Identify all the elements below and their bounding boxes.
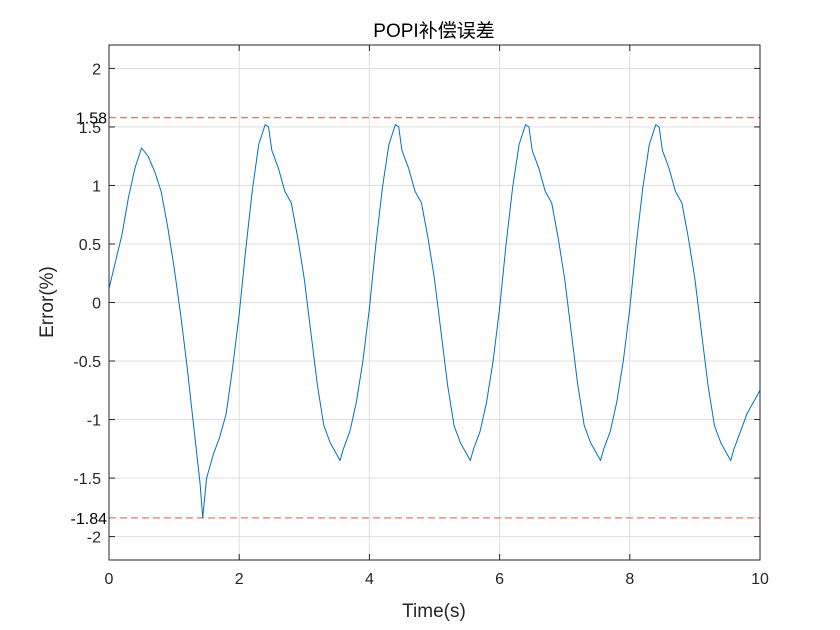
y-tick-label: -1.5 [73, 471, 101, 488]
x-tick-label: 10 [751, 571, 769, 588]
y-tick-label: -0.5 [73, 354, 101, 371]
x-tick-label: 8 [625, 571, 634, 588]
y-tick-label: -1 [87, 413, 101, 430]
x-tick-label: 2 [235, 571, 244, 588]
reference-lines [109, 116, 760, 519]
reference-line-label: -1.84 [71, 511, 108, 528]
y-tick-label: -2 [87, 530, 101, 547]
y-tick-label: 0.5 [79, 237, 101, 254]
y-tick-label: 2 [92, 61, 101, 78]
y-axis-title: Error(%) [37, 266, 58, 338]
x-tick-label: 6 [495, 571, 504, 588]
grid-lines [108, 45, 761, 560]
series-layer [108, 124, 761, 519]
x-tick-label: 4 [365, 571, 374, 588]
reference-line-label: 1.58 [76, 111, 107, 128]
series-line [108, 124, 761, 519]
x-axis-title: Time(s) [402, 601, 466, 622]
chart-title: POPI补偿误差 [373, 20, 494, 42]
x-tick-label: 0 [105, 571, 114, 588]
axis-ticks: 0 2 4 6 8 10 2 1.5 1 0.5 0 -0.5 -1 -1.5 -2 1.58 -1.84 [71, 45, 769, 588]
y-tick-label: 0 [92, 296, 101, 313]
y-tick-label: 1.5 [79, 120, 101, 137]
y-tick-label: 1 [92, 178, 101, 195]
